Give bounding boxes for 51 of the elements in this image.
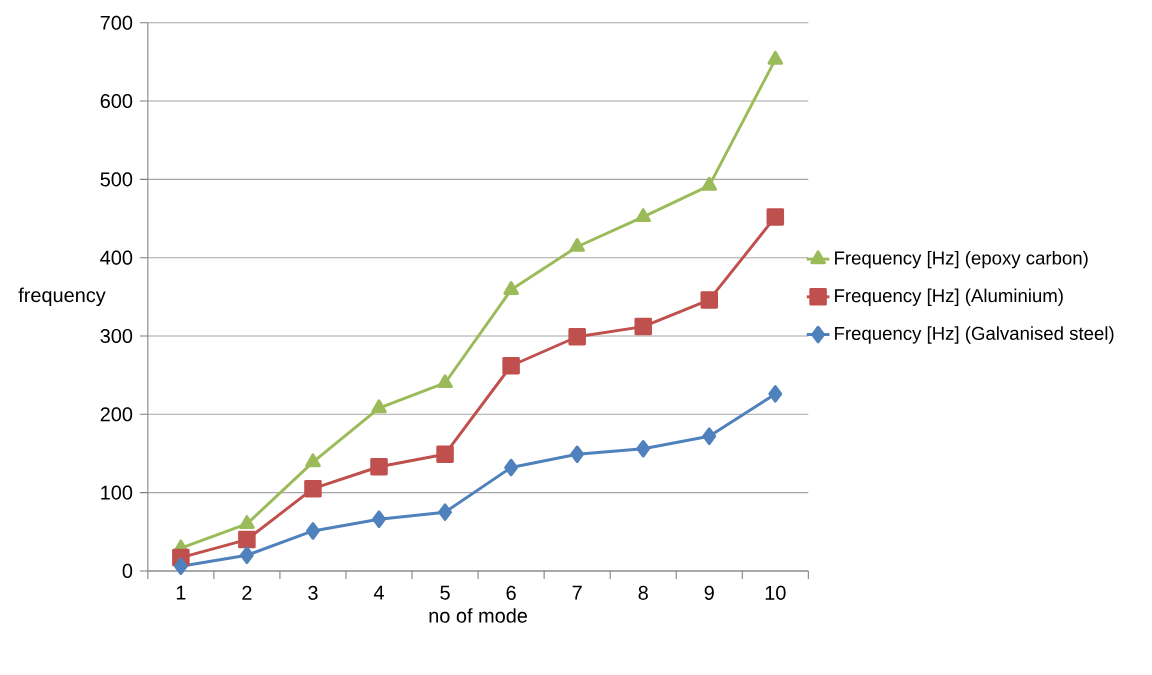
point (768, 385, 783, 403)
point (767, 50, 784, 65)
point (438, 503, 452, 521)
point (305, 453, 321, 468)
point (502, 357, 520, 375)
point (701, 176, 718, 191)
y-tick-label: 300 (100, 328, 133, 344)
x-tick-label: 1 (176, 585, 186, 600)
point (503, 281, 519, 295)
x-tick-label: 3 (308, 585, 318, 600)
point (635, 208, 651, 223)
point (634, 317, 652, 336)
y-tick-label: 500 (100, 172, 133, 187)
x-axis-title: no of mode (429, 608, 528, 623)
point (700, 291, 719, 309)
point (636, 440, 651, 458)
x-tick-label: 7 (572, 585, 582, 600)
x-tick-label: 10 (765, 585, 786, 600)
y-tick-label: 700 (100, 15, 133, 30)
legend-label: Frequency [Hz] (Aluminium) (835, 288, 1063, 307)
legend-label: Frequency [Hz] (Galvanised steel) (835, 326, 1114, 344)
legend-label: Frequency [Hz] (epoxy carbon) (835, 250, 1088, 269)
y-tick-label: 600 (100, 94, 133, 109)
point (372, 510, 386, 529)
point (238, 530, 256, 549)
point (306, 522, 320, 540)
point (436, 445, 454, 464)
point (437, 374, 453, 389)
point (370, 458, 388, 476)
y-tick-label: 0 (122, 563, 133, 579)
point (702, 427, 717, 446)
x-tick-label: 9 (704, 585, 714, 600)
point (304, 479, 322, 498)
point (568, 328, 586, 346)
x-tick-label: 6 (506, 585, 516, 600)
point (766, 208, 785, 226)
point (371, 399, 387, 414)
x-tick-label: 5 (440, 585, 450, 600)
point (569, 238, 585, 252)
point (239, 515, 255, 530)
point (504, 458, 519, 477)
y-tick-label: 100 (101, 485, 133, 500)
point (239, 546, 254, 565)
x-tick-label: 4 (373, 585, 384, 600)
point (570, 445, 585, 464)
point (173, 557, 188, 576)
x-tick-label: 2 (242, 585, 252, 600)
y-tick-label: 400 (100, 250, 133, 265)
y-axis-title: frequency (18, 287, 106, 307)
x-tick-label: 8 (638, 585, 648, 600)
y-tick-label: 200 (100, 407, 133, 422)
